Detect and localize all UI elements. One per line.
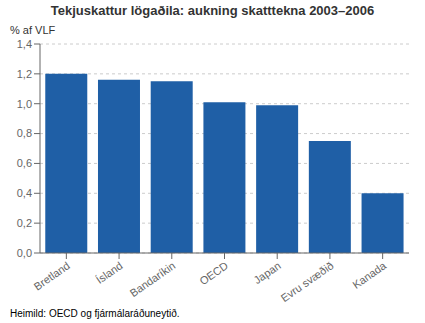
svg-text:Kanada: Kanada	[350, 259, 389, 291]
svg-text:Japan: Japan	[251, 259, 282, 286]
svg-text:Bretland: Bretland	[32, 259, 72, 292]
svg-text:0,2: 0,2	[17, 217, 32, 229]
svg-text:0,8: 0,8	[17, 127, 32, 139]
html-text:Heimild: OECD og fjármálaráðun: Heimild: OECD og fjármálaráðuneytið.	[10, 308, 180, 319]
svg-text:Evru svæðið: Evru svæðið	[279, 259, 336, 304]
svg-text:1,0: 1,0	[17, 98, 32, 110]
svg-text:1,2: 1,2	[17, 68, 32, 80]
svg-text:0,6: 0,6	[17, 157, 32, 169]
svg-text:0,0: 0,0	[17, 247, 32, 259]
svg-text:0,4: 0,4	[17, 187, 32, 199]
svg-text:Ísland: Ísland	[94, 259, 125, 286]
html-text:Tekjuskattur lögaðila: aukning: Tekjuskattur lögaðila: aukning skatttekn…	[50, 3, 375, 18]
svg-text:Bandaríkin: Bandaríkin	[127, 259, 177, 299]
svg-text:1,4: 1,4	[17, 38, 32, 50]
html-text:% af VLF: % af VLF	[10, 24, 56, 36]
svg-text:OECD: OECD	[197, 259, 230, 287]
